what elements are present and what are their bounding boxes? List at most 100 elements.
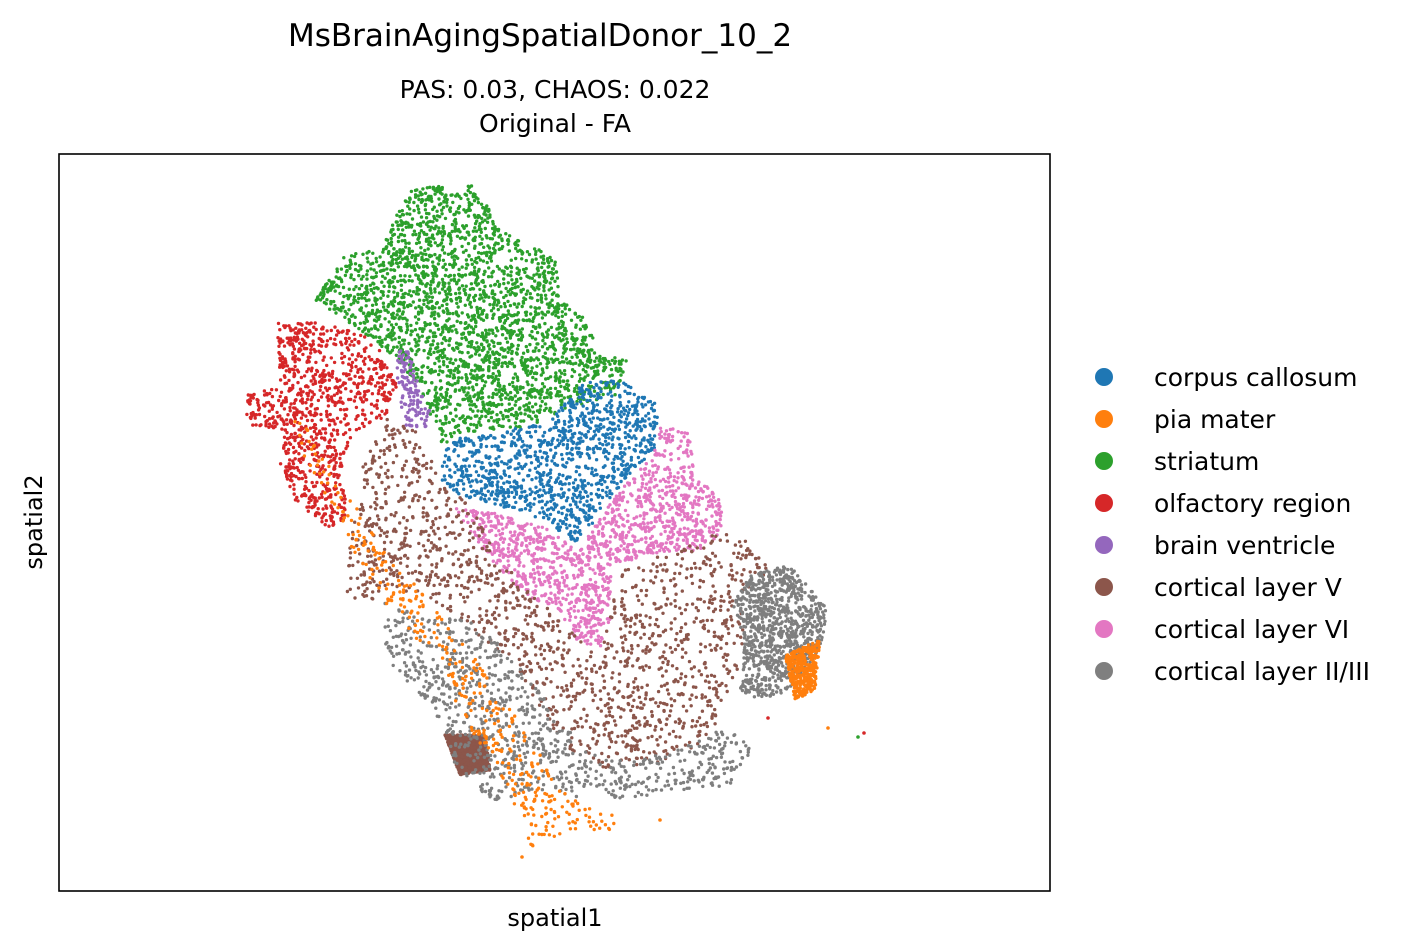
data-point [464, 210, 468, 214]
data-point [623, 467, 628, 471]
data-point [288, 405, 292, 410]
data-point [383, 382, 388, 387]
data-point [372, 286, 376, 290]
data-point [602, 433, 606, 438]
data-point [323, 286, 327, 291]
data-point [619, 403, 623, 408]
data-point [475, 341, 479, 345]
data-point [277, 344, 281, 348]
data-point [341, 285, 346, 290]
data-point [388, 351, 392, 355]
data-point [480, 434, 485, 438]
data-point [463, 364, 467, 369]
data-point [565, 513, 569, 517]
data-point [586, 373, 590, 377]
data-point [581, 368, 585, 372]
data-point [568, 429, 573, 433]
data-point [408, 207, 412, 211]
data-point [567, 425, 571, 429]
data-point [367, 355, 371, 359]
data-point [599, 396, 603, 400]
data-point [259, 423, 263, 427]
data-point [473, 352, 478, 356]
data-point [327, 487, 331, 491]
data-point [324, 344, 328, 348]
data-point [467, 208, 471, 213]
data-point [419, 417, 424, 421]
data-point [588, 390, 592, 394]
data-point [250, 393, 255, 398]
data-point [335, 511, 340, 515]
data-point [459, 196, 463, 201]
data-point [459, 465, 464, 469]
data-point [468, 403, 472, 407]
data-point [540, 478, 544, 482]
data-point [616, 369, 620, 373]
data-point [540, 265, 544, 270]
data-point [447, 420, 451, 425]
data-point [495, 264, 500, 269]
data-point [411, 290, 416, 294]
data-point [479, 465, 483, 469]
data-point [571, 405, 576, 410]
data-point [483, 335, 487, 339]
data-point [528, 409, 532, 413]
data-point [581, 404, 585, 408]
data-point [508, 292, 512, 297]
data-point [421, 364, 425, 368]
data-point [554, 376, 559, 380]
data-point [444, 268, 448, 272]
data-point [448, 482, 452, 486]
data-point [381, 260, 386, 265]
data-point [608, 491, 612, 495]
data-point [385, 378, 389, 382]
data-point [619, 410, 624, 414]
data-point [415, 372, 419, 376]
data-point [457, 278, 461, 282]
data-point [406, 292, 411, 296]
data-point [460, 265, 464, 269]
data-point [332, 522, 336, 526]
data-point [380, 409, 384, 413]
data-point [417, 298, 422, 302]
data-point [387, 289, 391, 294]
data-point [284, 400, 288, 404]
data-point [505, 480, 509, 484]
data-point [465, 262, 469, 266]
data-point [591, 435, 596, 439]
data-point [349, 369, 353, 373]
data-point [465, 376, 469, 381]
data-point [554, 270, 558, 274]
data-point [468, 190, 473, 195]
data-point [446, 447, 450, 451]
data-point [585, 452, 589, 456]
data-point [370, 311, 374, 316]
data-point [581, 377, 586, 381]
data-point [581, 348, 586, 353]
data-point [563, 332, 568, 337]
data-point [534, 402, 538, 406]
data-point [310, 418, 314, 423]
data-point [482, 308, 486, 313]
data-point [283, 381, 287, 386]
data-point [312, 429, 317, 434]
data-point [480, 378, 485, 383]
data-point [468, 407, 473, 411]
data-point [399, 329, 404, 333]
data-point [385, 272, 390, 276]
data-point [522, 448, 526, 453]
data-point [598, 506, 602, 510]
data-point [476, 311, 480, 315]
data-point [434, 403, 438, 408]
data-point [550, 267, 555, 271]
data-point [476, 540, 481, 544]
data-point [399, 283, 404, 287]
data-point [458, 299, 463, 303]
data-point [594, 482, 599, 486]
data-point [301, 413, 305, 417]
data-point [506, 239, 511, 243]
data-point [388, 392, 393, 396]
data-point [293, 406, 297, 410]
data-point [592, 386, 596, 390]
data-point [529, 312, 533, 316]
